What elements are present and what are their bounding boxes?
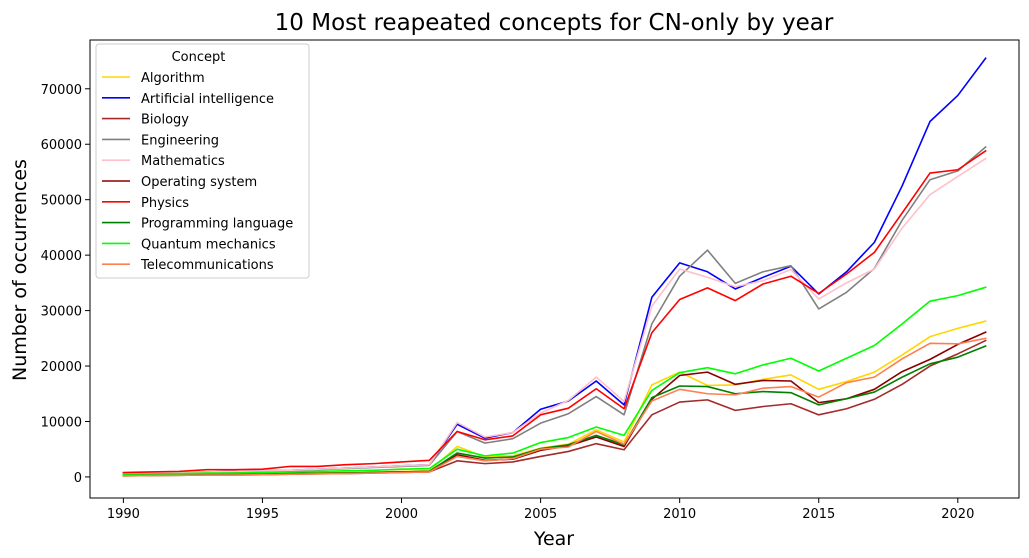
legend-label-biology: Biology [141,113,189,128]
y-tick-label: 60000 [41,138,82,153]
series-line-algorithm [122,320,987,476]
chart-title: 10 Most reapeated concepts for CN-only b… [275,10,834,36]
y-tick-label: 40000 [41,249,82,264]
x-tick-label: 2020 [941,507,974,522]
legend-label-mathematics: Mathematics [141,154,225,169]
legend-box [95,43,310,279]
y-tick-label: 10000 [41,415,82,430]
legend-label-quantum-mechanics: Quantum mechanics [141,237,276,252]
series-line-programming-language [122,345,987,477]
legend-label-physics: Physics [141,196,189,211]
legend-label-engineering: Engineering [141,133,219,148]
series-line-telecommunications [122,337,987,477]
series-line-mathematics [122,157,987,475]
legend-label-operating-system: Operating system [141,175,257,190]
plot-area: 1990 1995 2000 2005 2010 2015 2020 0 10000 20000 3… [41,39,1020,522]
y-axis-label: Number of occurrences [9,159,31,381]
series-line-biology [122,339,987,477]
y-tick-label: 20000 [41,360,82,375]
legend: Concept Algorithm Artificial intelligence B… [95,43,310,279]
legend-label-telecommunications: Telecommunications [140,258,274,273]
y-tick-label: 30000 [41,305,82,320]
x-tick-label: 2015 [802,507,835,522]
legend-label-algorithm: Algorithm [141,71,205,86]
x-tick-label: 2000 [385,507,418,522]
x-tick-label: 1990 [107,507,140,522]
y-tick-label: 0 [74,471,82,486]
series-line-quantum-mechanics [122,286,987,475]
legend-label-programming-language: Programming language [141,217,293,232]
series-line-physics [122,149,987,474]
x-axis-label: Year [533,528,574,550]
legend-label-artificial-intelligence: Artificial intelligence [141,92,274,107]
y-tick-label: 70000 [41,83,82,98]
legend-title: Concept [172,50,226,65]
x-tick-label: 2005 [524,507,557,522]
y-tick-label: 50000 [41,194,82,209]
x-tick-label: 1995 [246,507,279,522]
x-tick-label: 2010 [663,507,696,522]
plot-frame [89,39,1020,499]
